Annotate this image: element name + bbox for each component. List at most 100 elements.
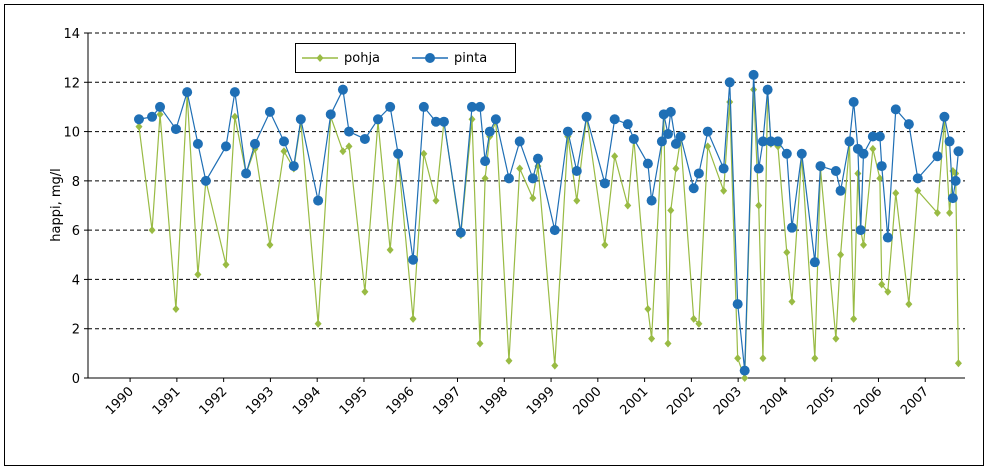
point (832, 334, 840, 343)
point (527, 173, 538, 184)
point (628, 133, 639, 144)
point (430, 116, 441, 127)
point (480, 156, 491, 167)
point (950, 175, 961, 186)
point (662, 129, 673, 140)
point (724, 77, 735, 88)
point (878, 280, 886, 289)
point (809, 257, 820, 268)
point (529, 194, 537, 203)
point (372, 114, 383, 125)
point (241, 168, 252, 179)
point (229, 87, 240, 98)
point (854, 169, 862, 178)
point (432, 196, 440, 205)
point (933, 208, 941, 217)
point (855, 225, 866, 236)
point (409, 314, 417, 323)
point (892, 189, 900, 198)
point (914, 186, 922, 195)
point (393, 148, 404, 159)
point (867, 131, 878, 142)
point (848, 97, 859, 107)
point (339, 147, 347, 156)
point (755, 201, 763, 210)
point (667, 206, 675, 215)
point (720, 186, 728, 195)
point (516, 164, 524, 173)
point (884, 287, 892, 296)
point (295, 114, 306, 125)
point (490, 114, 501, 125)
point (903, 119, 914, 130)
point (732, 299, 743, 310)
point (266, 240, 274, 249)
point (739, 365, 750, 376)
point (860, 240, 868, 249)
point (148, 226, 156, 235)
point (672, 164, 680, 173)
point (953, 146, 964, 157)
chart-frame (4, 4, 984, 466)
point (551, 361, 559, 370)
point (850, 314, 858, 323)
point (876, 174, 884, 183)
point (932, 151, 943, 162)
point (599, 178, 610, 189)
point (222, 260, 230, 269)
point (718, 163, 729, 174)
point (133, 114, 144, 125)
point (231, 112, 239, 121)
point (759, 354, 767, 363)
point (359, 133, 370, 144)
point (890, 104, 901, 115)
y-tick-label: 12 (63, 76, 80, 91)
legend-label: pinta (454, 51, 487, 66)
point (786, 222, 797, 233)
point (837, 250, 845, 259)
y-tick-label: 0 (72, 372, 80, 387)
point (505, 356, 513, 365)
point (882, 232, 893, 243)
point (182, 87, 193, 98)
point (762, 84, 773, 95)
point (757, 136, 768, 147)
point (939, 111, 950, 122)
point (455, 227, 466, 238)
point (474, 101, 485, 112)
point (562, 126, 573, 137)
point (664, 339, 672, 348)
point (192, 138, 203, 149)
point (811, 354, 819, 363)
point (325, 109, 336, 120)
legend: pohja pinta (295, 43, 516, 73)
point (549, 225, 560, 236)
point (581, 111, 592, 122)
point (748, 69, 759, 80)
point (200, 175, 211, 186)
y-axis-label: happi, mg/l (49, 168, 64, 242)
point (704, 142, 712, 151)
point (503, 173, 514, 184)
point (532, 153, 543, 164)
point (905, 300, 913, 309)
point (280, 147, 288, 156)
legend-marker (316, 54, 324, 62)
point (484, 126, 495, 137)
point (438, 116, 449, 127)
point (844, 136, 855, 147)
point (601, 240, 609, 249)
point (695, 319, 703, 328)
point (220, 141, 231, 152)
point (622, 119, 633, 130)
point (944, 136, 955, 147)
y-tick-label: 6 (72, 224, 80, 239)
point (288, 161, 299, 172)
point (734, 354, 742, 363)
point (609, 114, 620, 125)
point (947, 193, 958, 204)
point (135, 122, 143, 131)
point (788, 297, 796, 306)
point (278, 136, 289, 147)
